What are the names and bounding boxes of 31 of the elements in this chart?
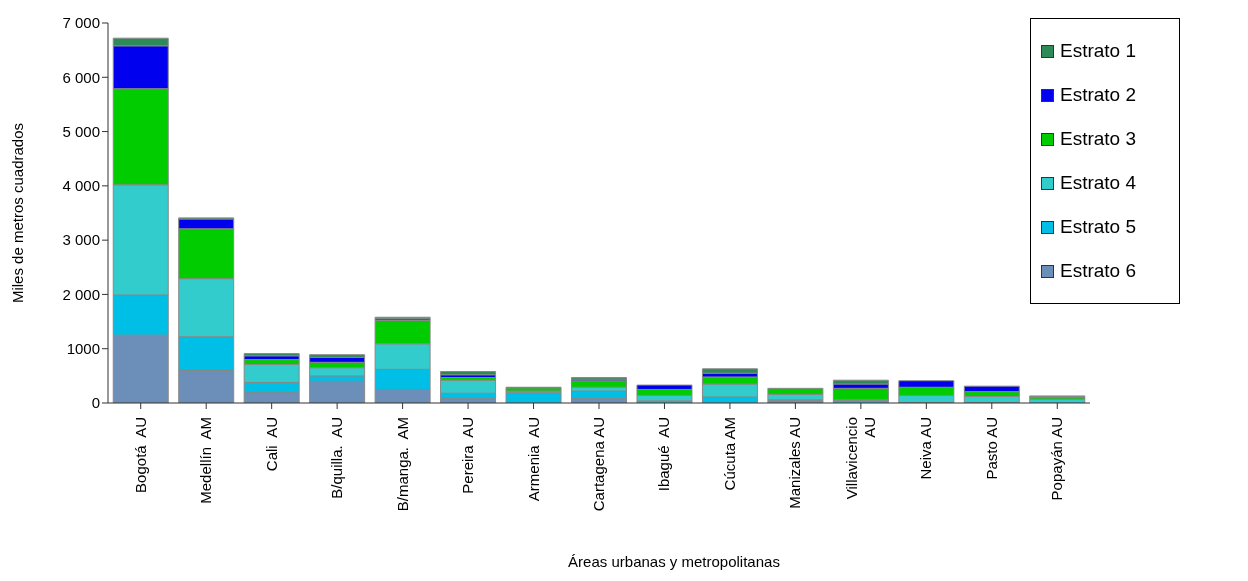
x-tick-label: Armenia AU: [524, 417, 542, 502]
x-tick-label: Cali AU: [262, 417, 280, 472]
y-tick-label: 3 000: [62, 231, 100, 249]
y-tick-label: 1000: [66, 340, 100, 358]
y-tick-label: 2 000: [62, 285, 100, 303]
y-tick-label: 4 000: [62, 177, 100, 195]
y-tick-label: 5 000: [62, 122, 100, 140]
x-tick-label: Cúcuta AM: [720, 417, 738, 491]
x-tick-label: Popayán AU: [1048, 417, 1066, 501]
x-tick-label: B/manga. AM: [393, 417, 411, 512]
y-axis-title: Miles de metros cuadrados: [9, 122, 27, 304]
legend-label: Estrato 3: [1060, 128, 1137, 150]
legend-label: Estrato 1: [1060, 40, 1137, 62]
y-tick-label: 0: [91, 394, 100, 412]
x-tick-label: B/quilla. AU: [328, 417, 346, 499]
x-tick-label: Pereira AU: [459, 417, 477, 494]
legend-label: Estrato 6: [1060, 260, 1137, 282]
x-tick-label: Medellín AM: [197, 417, 215, 504]
legend-label: Estrato 4: [1060, 172, 1137, 194]
y-tick-label: 7 000: [62, 14, 100, 32]
x-tick-label: Bogotá AU: [131, 417, 149, 493]
x-tick-label: Manizales AU: [786, 417, 804, 509]
legend-label: Estrato 2: [1060, 84, 1137, 106]
x-axis-title: Áreas urbanas y metropolitanas: [567, 553, 781, 570]
x-tick-label: Villavicencio AU: [842, 417, 878, 500]
legend-label: Estrato 5: [1060, 216, 1137, 238]
y-tick-label: 6 000: [62, 68, 100, 86]
x-tick-label: Cartagena AU: [590, 417, 607, 512]
x-tick-label: Neiva AU: [917, 417, 935, 480]
x-tick-label: Ibagué AU: [655, 417, 673, 492]
x-tick-label: Pasto AU: [982, 417, 1000, 480]
